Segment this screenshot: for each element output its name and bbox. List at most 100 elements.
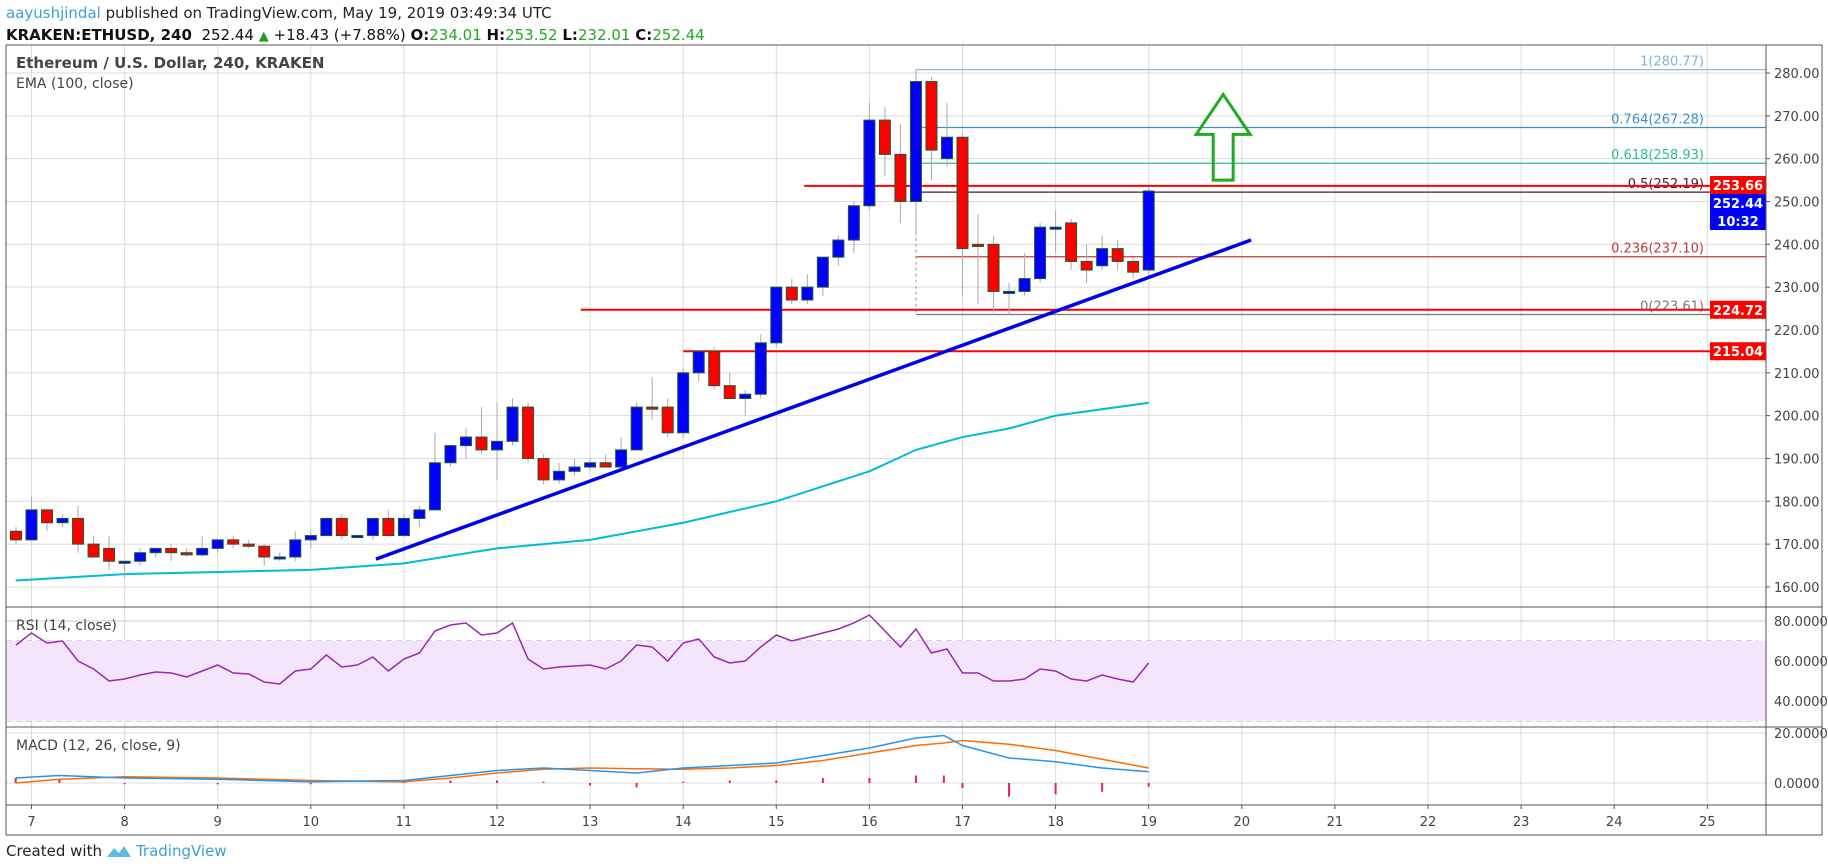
candle-body	[118, 560, 131, 564]
time-label: 17	[954, 815, 971, 830]
candle-body	[1065, 222, 1078, 262]
candle-body	[1034, 226, 1047, 280]
candle	[754, 334, 767, 399]
candle	[909, 69, 922, 236]
candle-body	[490, 440, 503, 451]
tradingview-link[interactable]: TradingView	[135, 842, 227, 860]
candle	[785, 278, 798, 305]
candle	[180, 548, 193, 557]
candle-countdown-badge-bg	[1710, 212, 1766, 230]
time-label: 9	[214, 815, 222, 830]
candle-body	[1080, 260, 1093, 271]
candle	[335, 514, 348, 540]
candle	[770, 286, 783, 348]
candle	[878, 107, 891, 176]
fib-level-label: 0.5(252.19)	[1628, 177, 1704, 192]
fib-level-label: 0.618(258.93)	[1611, 148, 1704, 163]
candle-body	[537, 457, 550, 481]
tradingview-logo-icon	[106, 846, 131, 857]
ema-line	[15, 401, 1149, 582]
last-price-badge: 252.44	[1713, 197, 1763, 212]
candle-countdown-badge: 10:32	[1717, 215, 1758, 230]
price-label: 250.00	[1774, 195, 1820, 210]
candle-body	[816, 256, 829, 288]
price-label: 190.00	[1774, 452, 1820, 467]
up-triangle-icon: ▲	[258, 29, 269, 44]
candle	[459, 428, 472, 459]
support-price-badge-bg	[1710, 300, 1766, 319]
macd-legend: MACD (12, 26, close, 9)	[16, 738, 181, 754]
candle	[972, 214, 985, 305]
candle-body	[25, 509, 38, 541]
candle-body	[739, 393, 752, 400]
candle	[708, 347, 721, 390]
candle	[1111, 240, 1124, 271]
candle-body	[428, 462, 441, 511]
fib-level-label: 1(280.77)	[1640, 55, 1704, 70]
candle	[553, 462, 566, 485]
candle	[134, 548, 147, 566]
candle	[1096, 235, 1109, 271]
time-label: 12	[489, 815, 506, 830]
candle	[382, 509, 395, 537]
macd-axis-label: 20.0000	[1774, 727, 1828, 742]
trendline	[375, 238, 1252, 561]
candle	[537, 454, 550, 485]
fib-level-label: 0.764(267.28)	[1611, 112, 1704, 127]
candle-body	[289, 539, 302, 558]
chart-title: Ethereum / U.S. Dollar, 240, KRAKEN	[16, 54, 324, 72]
time-label: 15	[768, 815, 785, 830]
resistance-price-badge-bg	[1710, 176, 1766, 194]
candle	[72, 505, 85, 553]
author-link[interactable]: aayushjindal	[6, 4, 101, 22]
candle-body	[56, 517, 69, 524]
candle	[692, 350, 705, 382]
candle	[87, 535, 100, 558]
candle	[320, 517, 333, 537]
candle-body	[103, 547, 116, 562]
candle	[863, 102, 876, 211]
price-label: 280.00	[1774, 67, 1820, 82]
time-label: 7	[27, 815, 35, 830]
candle	[1080, 244, 1093, 283]
candle	[165, 544, 178, 562]
candle-body	[180, 552, 193, 556]
candle	[956, 132, 969, 296]
rsi-line	[15, 614, 1150, 685]
price-label: 170.00	[1774, 538, 1820, 553]
fib-level-label: 0(223.61)	[1640, 300, 1704, 315]
candle-body	[522, 406, 535, 459]
candle	[25, 497, 38, 541]
candle	[568, 458, 581, 476]
candle-body	[506, 406, 519, 442]
price-label: 240.00	[1774, 238, 1820, 253]
candle-body	[1111, 248, 1124, 262]
time-label: 14	[675, 815, 692, 830]
candle	[56, 514, 69, 527]
candle-body	[847, 205, 860, 241]
candle-body	[1127, 260, 1140, 273]
candle	[1034, 222, 1047, 283]
publish-info: aayushjindal published on TradingView.co…	[6, 4, 552, 22]
price-label: 270.00	[1774, 110, 1820, 125]
candle-body	[568, 466, 581, 472]
candle-body	[444, 445, 457, 464]
candle-body	[1142, 190, 1155, 271]
last-price: 252.44	[201, 26, 254, 44]
candle	[677, 368, 690, 438]
candle-body	[584, 462, 597, 468]
candle-body	[832, 239, 845, 258]
candle	[847, 201, 860, 253]
time-label: 21	[1327, 815, 1344, 830]
candle-body	[41, 509, 54, 524]
candle-body	[972, 243, 985, 247]
candle-body	[940, 136, 953, 160]
candle-body	[242, 543, 255, 547]
high-value: 253.52	[505, 26, 558, 44]
candle-body	[894, 153, 907, 202]
price-change: +18.43 (+7.88%)	[273, 26, 406, 44]
candle-body	[9, 530, 22, 541]
candle	[413, 505, 426, 527]
candle	[816, 256, 829, 296]
